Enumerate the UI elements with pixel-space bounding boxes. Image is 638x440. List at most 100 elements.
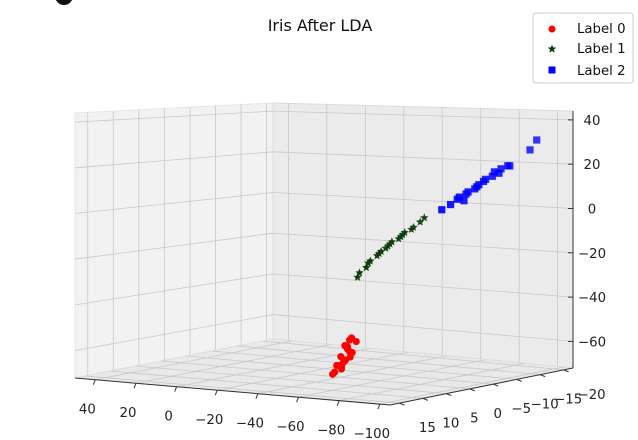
legend-marker-label-0	[548, 25, 556, 33]
legend-box	[532, 12, 634, 84]
point-label-1	[416, 217, 425, 226]
point-label-1	[366, 256, 375, 265]
y-grid-floor	[262, 340, 564, 371]
y-tick-label: −15	[554, 393, 582, 408]
x-tick-label: −100	[354, 427, 391, 440]
x-tick-mark	[92, 379, 96, 385]
y-grid-floor	[161, 360, 470, 390]
point-label-2	[495, 169, 503, 177]
corner-marker	[55, 0, 73, 5]
point-label-0	[347, 334, 356, 342]
z-grid	[74, 110, 574, 123]
y-tick-mark	[493, 383, 499, 387]
point-label-1	[355, 268, 364, 277]
y-tick-mark	[563, 369, 569, 373]
legend-marker-label-2	[548, 66, 556, 74]
legend-label-0: Label 0	[577, 22, 626, 37]
y-grid-floor	[212, 350, 517, 380]
point-label-1	[362, 263, 371, 272]
y-grid-floor	[135, 365, 447, 395]
x-tick-mark	[133, 383, 137, 389]
point-label-2	[464, 188, 472, 196]
x-grid-floor	[339, 362, 525, 402]
x-grid-floor	[379, 366, 564, 405]
y-tick-label: 10	[442, 416, 459, 431]
point-label-1	[407, 225, 416, 233]
z-grid	[74, 273, 574, 306]
scatter-points	[329, 136, 541, 378]
point-label-2	[438, 206, 446, 214]
y-tick-label: −20	[578, 388, 606, 403]
point-label-2	[446, 200, 455, 209]
y-tick-label: −5	[511, 402, 531, 417]
x-tick-label: 0	[164, 410, 172, 425]
x-tick-mark	[336, 400, 340, 406]
x-grid-floor	[95, 340, 293, 381]
x-tick-mark	[214, 390, 218, 396]
y-tick-label: 0	[494, 407, 502, 422]
y-tick-mark	[399, 402, 405, 406]
y-tick-label: 5	[470, 412, 478, 427]
point-label-0	[346, 353, 354, 361]
z-grid	[74, 151, 574, 169]
z-tick-label: −40	[578, 291, 606, 306]
x-tick-mark	[255, 393, 259, 399]
x-axis-line	[74, 377, 391, 406]
point-label-2	[497, 165, 505, 173]
point-label-1	[374, 249, 384, 258]
z-tick-label: 20	[584, 158, 601, 173]
y-grid-floor	[110, 370, 423, 399]
point-label-1	[394, 234, 403, 243]
legend: Label 0 Label 1 Label 2	[532, 12, 634, 84]
point-label-0	[343, 343, 352, 351]
y-tick-label: 15	[419, 421, 436, 436]
x-tick-label: −60	[277, 420, 305, 435]
point-label-2	[455, 193, 463, 201]
y-grid-floor	[85, 375, 400, 404]
y-tick-label: −10	[531, 397, 559, 412]
z-tick-label: 0	[588, 202, 596, 217]
point-label-2	[506, 162, 514, 170]
x-tick-mark	[174, 386, 178, 392]
axes-panes	[74, 102, 574, 406]
z-tick-label: −20	[578, 247, 606, 262]
point-label-0	[333, 361, 341, 370]
back-left-pane	[74, 102, 274, 379]
x-tick-mark	[296, 396, 300, 403]
point-label-0	[329, 370, 337, 378]
x-tick-label: −20	[195, 413, 223, 428]
legend-label-2: Label 2	[577, 64, 626, 79]
legend-label-1: Label 1	[577, 42, 626, 57]
z-grid	[74, 192, 574, 214]
tick-labels: 40 20 0 −20 −40 −60 −80 −100 15 10 5 0 −5 −10−15−2040…	[79, 114, 606, 440]
point-label-2	[490, 168, 498, 176]
point-label-2	[481, 175, 490, 183]
point-label-2	[471, 185, 479, 193]
point-label-2	[533, 136, 541, 144]
point-label-2	[460, 197, 468, 205]
x-tick-label: −80	[317, 424, 345, 439]
y-tick-mark	[469, 388, 475, 392]
z-grid	[74, 232, 574, 260]
x-tick-label: 20	[120, 406, 137, 421]
point-label-2	[488, 172, 496, 180]
x-grid-floor	[257, 355, 448, 395]
axis-lines	[74, 111, 574, 406]
point-label-1	[398, 230, 407, 239]
x-grid-floor	[135, 344, 332, 384]
x-tick-label: −40	[236, 417, 264, 432]
y-tick-mark	[446, 393, 452, 397]
x-tick-mark	[377, 403, 381, 410]
grid-lines	[74, 103, 574, 405]
x-tick-label: 40	[79, 403, 96, 418]
point-label-2	[475, 181, 483, 189]
x-grid-floor	[298, 359, 486, 398]
y-tick-mark	[422, 397, 429, 401]
point-label-1	[420, 213, 429, 222]
z-tick-label: −60	[578, 335, 606, 350]
legend-marker-label-1	[547, 44, 557, 53]
x-grid-floor	[217, 351, 409, 391]
y-grid-floor	[237, 345, 541, 376]
point-label-2	[526, 146, 534, 154]
chart-title: Iris After LDA	[268, 16, 373, 35]
